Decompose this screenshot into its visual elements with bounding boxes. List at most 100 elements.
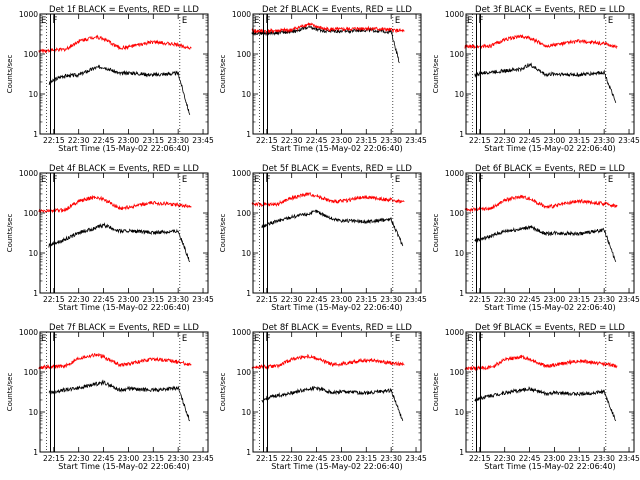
marker-label: E <box>254 175 259 185</box>
x-axis-label: Start Time (15-May-02 22:06:40) <box>58 462 189 471</box>
y-tick-label: 10 <box>28 249 38 258</box>
x-tick-label: 23:30 <box>593 295 615 304</box>
y-tick-label: 1000 <box>232 328 251 337</box>
y-tick-label: 10 <box>241 249 251 258</box>
events-series-line <box>48 64 191 116</box>
x-tick-label: 23:45 <box>405 136 427 145</box>
x-tick-label: 23:30 <box>167 136 189 145</box>
chart-panel: Det 4f BLACK = Events, RED = LLD Counts/s… <box>6 164 214 312</box>
x-tick-label: 22:15 <box>469 295 491 304</box>
x-tick-label: 23:15 <box>568 295 590 304</box>
x-tick-label: 23:30 <box>167 295 189 304</box>
lld-series-line <box>38 352 192 371</box>
y-tick-label: 1000 <box>445 328 464 337</box>
x-axis-label: Start Time (15-May-02 22:06:40) <box>484 462 615 471</box>
marker-label: F <box>266 16 271 26</box>
x-tick-label: 22:45 <box>519 295 541 304</box>
x-tick-label: 23:30 <box>380 454 402 463</box>
x-axis-label: Start Time (15-May-02 22:06:40) <box>484 303 615 312</box>
lld-series-line <box>464 194 618 213</box>
y-tick-label: 10 <box>454 408 464 417</box>
x-tick-label: 23:30 <box>593 454 615 463</box>
marker-label: F <box>479 16 484 26</box>
chart-title: Det 6f BLACK = Events, RED = LLD <box>475 164 625 174</box>
y-tick-label: 1000 <box>19 10 38 19</box>
lld-series-line <box>464 354 618 372</box>
marker-label: F <box>53 16 58 26</box>
x-tick-label: 22:15 <box>469 454 491 463</box>
plot-frame <box>39 172 209 294</box>
x-tick-label: 22:45 <box>93 295 115 304</box>
x-axis-label: Start Time (15-May-02 22:06:40) <box>271 462 402 471</box>
chart-panel: Det 1f BLACK = Events, RED = LLD Counts/s… <box>6 5 214 153</box>
lld-series-line <box>38 34 192 54</box>
marker-label: E <box>467 175 472 185</box>
x-tick-label: 23:45 <box>192 454 214 463</box>
chart-title: Det 5f BLACK = Events, RED = LLD <box>262 164 412 174</box>
x-tick-label: 23:00 <box>544 136 566 145</box>
y-tick-label: 100 <box>24 368 39 377</box>
y-tick-label: 100 <box>24 209 39 218</box>
x-tick-label: 22:45 <box>306 295 328 304</box>
plot-frame <box>252 331 422 453</box>
x-tick-label: 22:30 <box>68 295 90 304</box>
x-tick-label: 23:15 <box>355 454 377 463</box>
y-axis-label: Counts/sec <box>6 55 14 94</box>
y-tick-label: 100 <box>237 50 252 59</box>
chart-title: Det 4f BLACK = Events, RED = LLD <box>49 164 199 174</box>
y-axis-label: Counts/sec <box>432 55 440 94</box>
x-tick-label: 23:15 <box>355 136 377 145</box>
x-tick-label: 22:45 <box>519 136 541 145</box>
y-tick-label: 1 <box>246 289 251 298</box>
marker-label: F <box>53 334 58 344</box>
y-tick-label: 100 <box>24 50 39 59</box>
x-tick-label: 22:30 <box>281 454 303 463</box>
x-tick-label: 23:00 <box>544 295 566 304</box>
marker-label: E <box>608 16 613 26</box>
plot-frame <box>465 331 635 453</box>
chart-panel: Det 7f BLACK = Events, RED = LLD Counts/s… <box>6 323 214 471</box>
x-tick-label: 22:45 <box>306 454 328 463</box>
y-tick-label: 10 <box>241 90 251 99</box>
x-tick-label: 23:45 <box>618 454 640 463</box>
x-tick-label: 22:30 <box>68 454 90 463</box>
x-tick-label: 23:45 <box>618 136 640 145</box>
marker-label: E <box>395 334 400 344</box>
x-tick-label: 23:45 <box>192 295 214 304</box>
events-series-line <box>261 209 404 247</box>
marker-label: E <box>41 16 46 26</box>
x-tick-label: 23:45 <box>618 295 640 304</box>
x-tick-label: 22:15 <box>469 136 491 145</box>
y-tick-label: 1 <box>459 289 464 298</box>
lld-series-line <box>38 194 192 214</box>
x-tick-label: 23:15 <box>568 454 590 463</box>
chart-title: Det 9f BLACK = Events, RED = LLD <box>475 323 625 333</box>
y-axis-label: Counts/sec <box>432 373 440 412</box>
events-series-line <box>474 386 617 422</box>
x-tick-label: 22:15 <box>256 295 278 304</box>
y-tick-label: 100 <box>237 209 252 218</box>
y-axis-label: Counts/sec <box>6 214 14 253</box>
marker-label: F <box>266 334 271 344</box>
x-tick-label: 22:30 <box>494 136 516 145</box>
x-tick-label: 22:30 <box>281 295 303 304</box>
x-tick-label: 22:30 <box>494 454 516 463</box>
plot-frame <box>39 13 209 135</box>
x-tick-label: 23:15 <box>568 136 590 145</box>
marker-label: E <box>395 175 400 185</box>
events-series-line <box>474 225 617 263</box>
y-tick-label: 10 <box>454 90 464 99</box>
y-tick-label: 1000 <box>19 169 38 178</box>
x-tick-label: 22:30 <box>281 136 303 145</box>
y-tick-label: 1 <box>459 448 464 457</box>
chart-panel: Det 5f BLACK = Events, RED = LLD Counts/s… <box>219 164 427 312</box>
marker-label: F <box>266 175 271 185</box>
marker-label: E <box>467 334 472 344</box>
x-axis-label: Start Time (15-May-02 22:06:40) <box>58 144 189 153</box>
y-tick-label: 100 <box>450 368 465 377</box>
x-tick-label: 22:45 <box>93 454 115 463</box>
lld-series-line <box>464 33 618 50</box>
plot-frame <box>465 13 635 135</box>
